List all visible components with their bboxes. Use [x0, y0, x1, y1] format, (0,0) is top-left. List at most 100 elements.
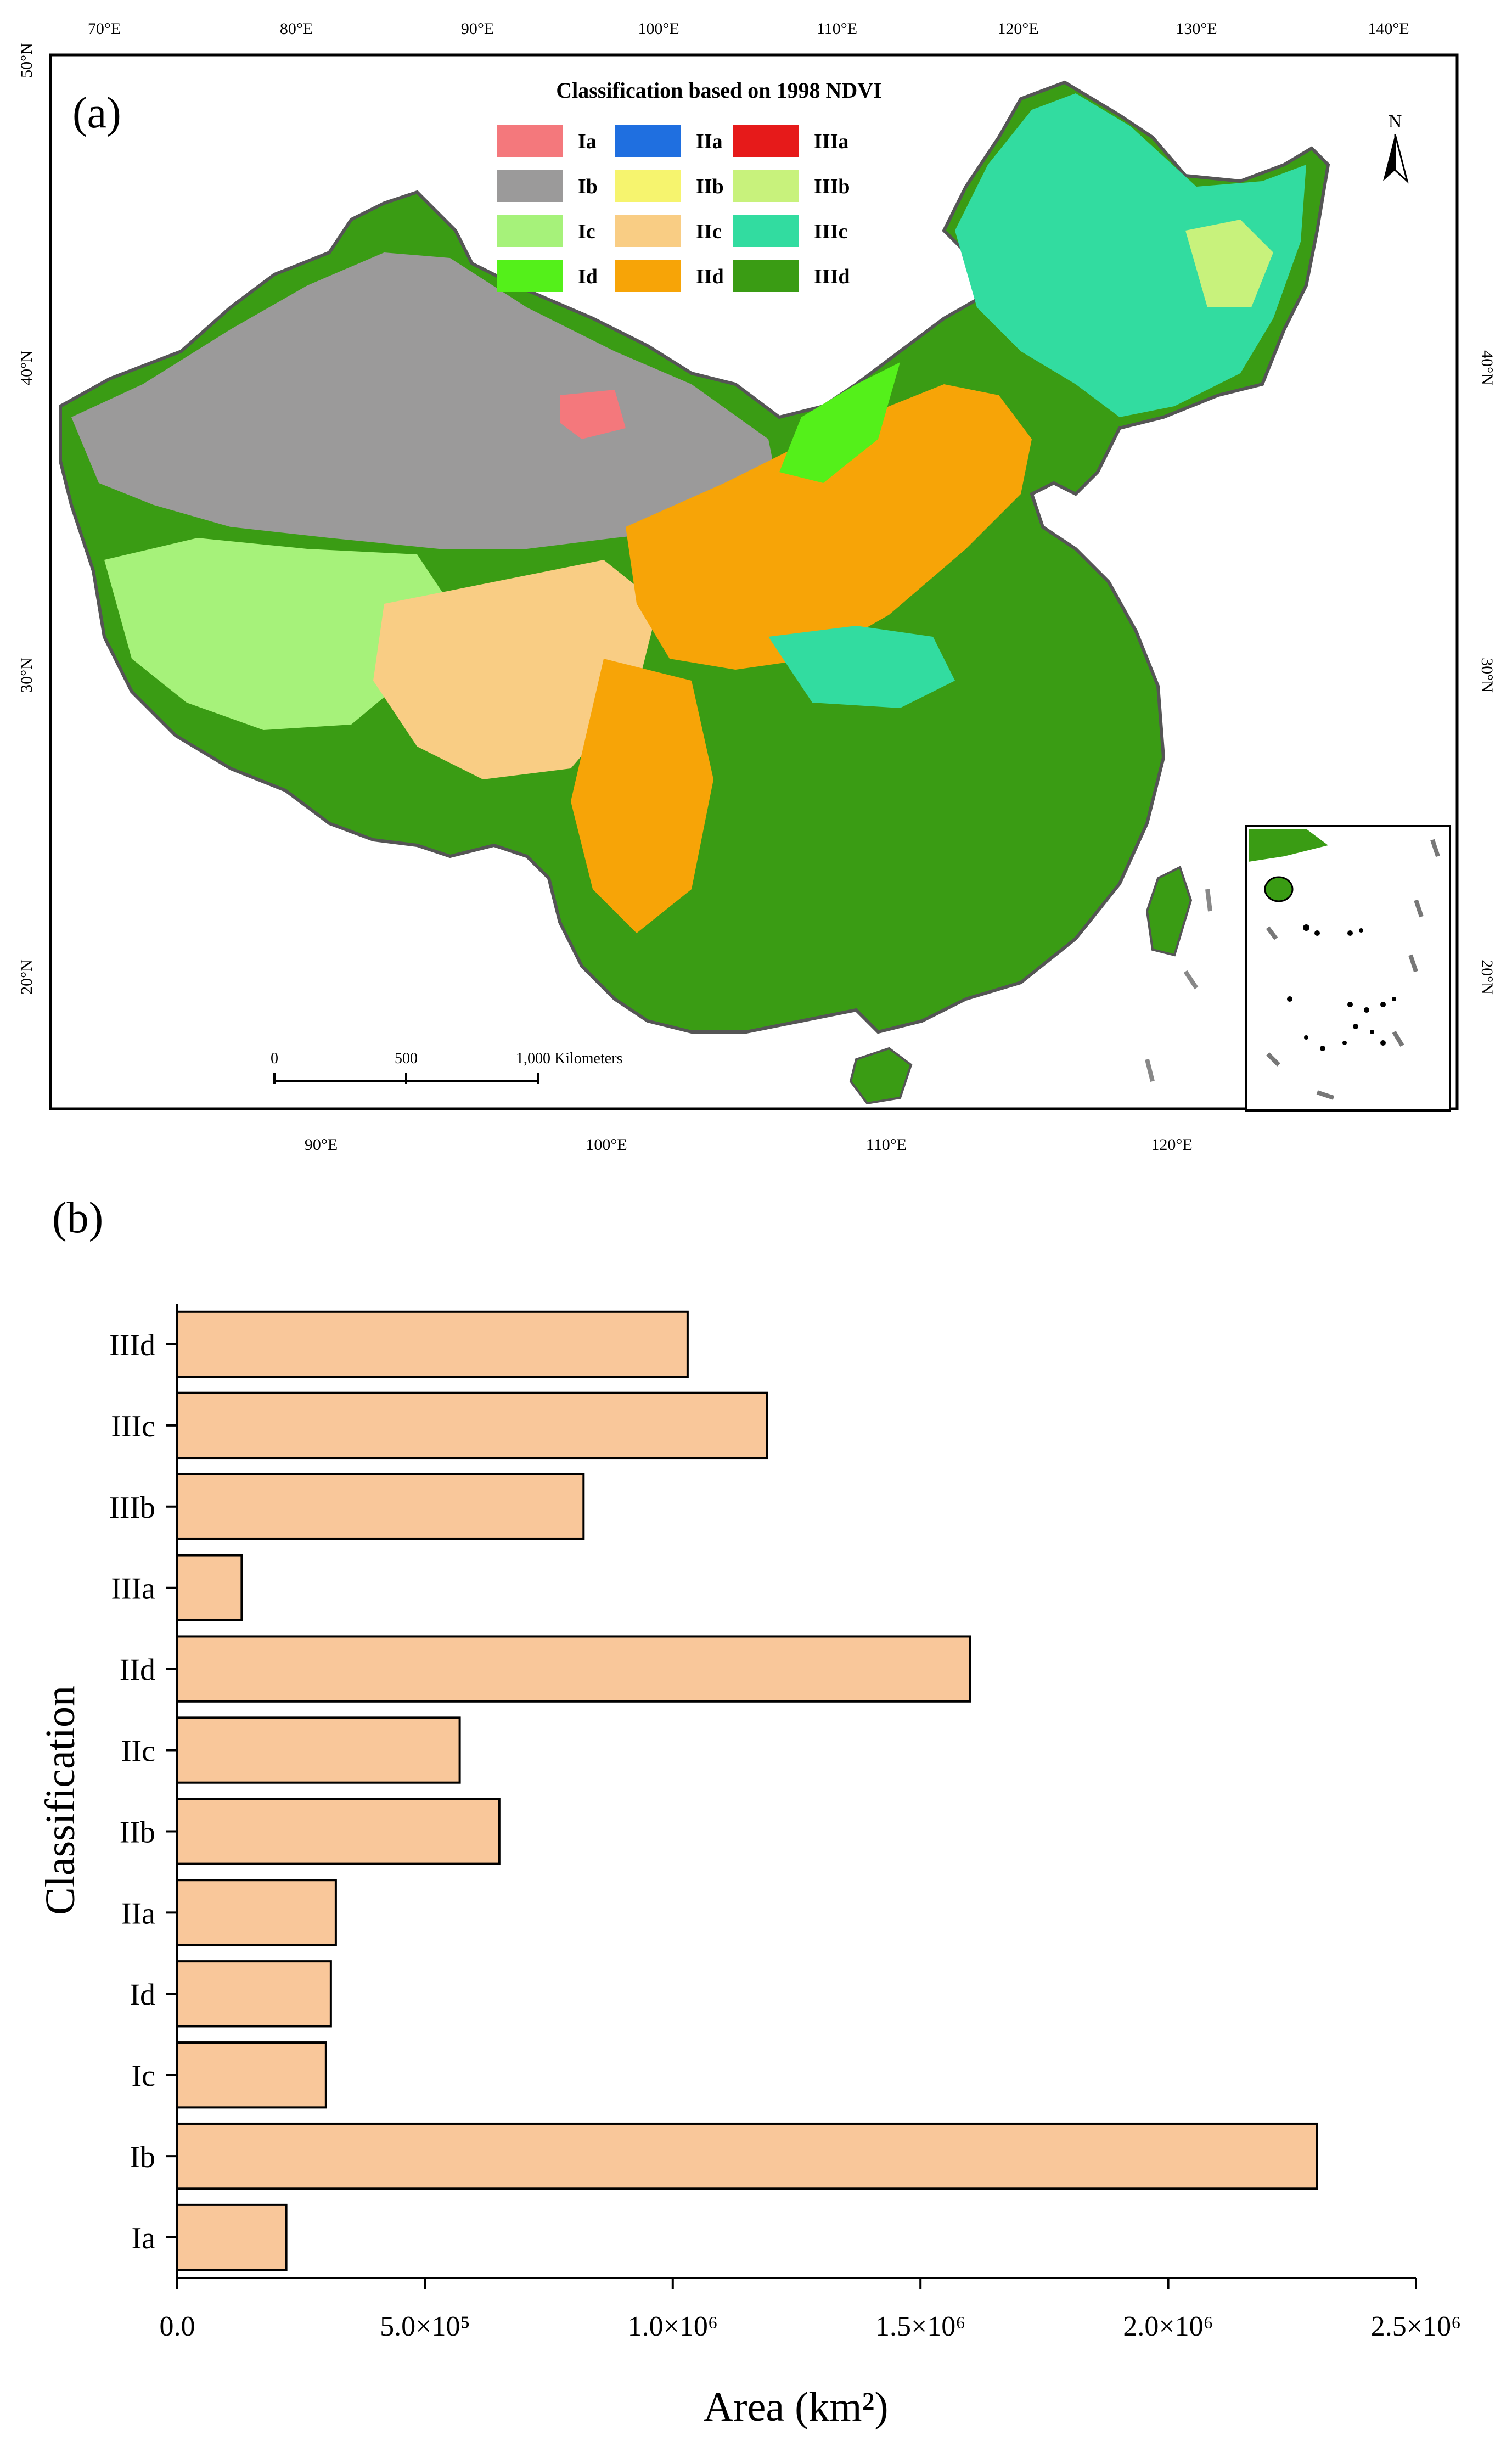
scale-label-0: 0 — [271, 1050, 278, 1067]
legend-swatch-iiib — [733, 170, 799, 202]
legend-title: Classification based on 1998 NDVI — [556, 78, 881, 103]
top-tick-140e: 140°E — [1368, 20, 1409, 38]
top-tick-90e: 90°E — [461, 20, 494, 38]
legend-label-iia: IIa — [696, 130, 723, 153]
legend-label-iiia: IIIa — [814, 130, 848, 153]
right-tick-40n: 40°N — [1478, 350, 1496, 385]
legend-label-iiid: IIId — [814, 265, 850, 288]
panel-b-bar-chart: (b) Ia Ib Ic Id IIa IIb IIc IId IIIa IIIb IIIc IIId… — [37, 1194, 1461, 2430]
top-tick-70e: 70°E — [88, 20, 121, 38]
left-tick-50n: 50°N — [18, 43, 36, 78]
zone-ic — [104, 538, 450, 730]
legend-label-iic: IIc — [696, 220, 721, 243]
legend: Ia IIa IIIa Ib IIb IIIb Ic IIc IIIc Id IId IIId — [497, 125, 850, 292]
y-tick-label-ia: Ia — [131, 2221, 155, 2255]
left-tick-40n: 40°N — [18, 350, 36, 385]
bar-iiid — [176, 1310, 689, 1378]
scale-label-1000: 1,000 Kilometers — [516, 1050, 622, 1067]
x-tick-label: 2.5×10⁶ — [1371, 2311, 1461, 2342]
y-tick-label-iiia: IIIa — [111, 1572, 155, 1606]
top-tick-110e: 110°E — [817, 20, 857, 38]
panel-a-label: (a) — [72, 89, 121, 137]
bottom-tick-110e: 110°E — [866, 1136, 907, 1154]
left-tick-30n: 30°N — [18, 658, 36, 693]
bottom-tick-120e: 120°E — [1151, 1136, 1192, 1154]
inset-frame — [1245, 825, 1451, 1112]
bar-iiic — [176, 1391, 768, 1460]
inset-coast — [1249, 829, 1328, 862]
zone-ib — [71, 252, 779, 549]
bar-ia — [176, 2203, 288, 2271]
top-tick-100e: 100°E — [638, 20, 679, 38]
y-tick-label-iia: IIa — [121, 1896, 155, 1930]
inset-hainan — [1264, 876, 1294, 902]
top-tick-130e: 130°E — [1176, 20, 1217, 38]
bar-ib — [176, 2122, 1318, 2190]
legend-label-id: Id — [578, 265, 598, 288]
bar-iiib — [176, 1473, 585, 1540]
zone-ia — [560, 390, 626, 439]
south-china-sea-inset — [1245, 825, 1451, 1112]
legend-swatch-ib — [497, 170, 563, 202]
bar-iiia — [176, 1554, 243, 1621]
x-tick-label: 0.0 — [160, 2311, 195, 2342]
scale-bar: 0 500 1,000 Kilometers — [271, 1050, 622, 1084]
y-tick-label-iic: IIc — [121, 1735, 155, 1769]
y-tick-label-ib: Ib — [130, 2140, 155, 2174]
right-tick-20n: 20°N — [1478, 959, 1496, 995]
y-tick-label-iid: IId — [120, 1653, 155, 1687]
legend-label-iiic: IIIc — [814, 220, 847, 243]
map-coordinate-labels: 70°E 80°E 90°E 100°E 110°E 120°E 130°E 1… — [18, 20, 1496, 1154]
y-axis-title: Classification — [37, 1686, 83, 1915]
north-label: N — [1389, 111, 1402, 132]
taiwan-island — [1145, 866, 1193, 957]
bar-iid — [176, 1635, 971, 1703]
panel-a-map: Classification based on 1998 NDVI Ia IIa I… — [18, 20, 1496, 1154]
hainan-island — [849, 1047, 913, 1105]
bar-ic — [176, 2041, 327, 2109]
legend-swatch-iia — [615, 125, 681, 157]
legend-swatch-iiic — [733, 215, 799, 247]
zone-iid-south — [571, 659, 713, 933]
x-tick-label: 5.0×10⁵ — [380, 2311, 470, 2342]
zone-id — [779, 362, 900, 483]
north-arrow-icon — [1383, 134, 1409, 184]
bar-iia — [176, 1879, 337, 1946]
legend-label-ib: Ib — [578, 175, 598, 198]
legend-swatch-iic — [615, 215, 681, 247]
legend-swatch-iiia — [733, 125, 799, 157]
legend-label-ia: Ia — [578, 130, 597, 153]
y-tick-label-iiid: IIId — [109, 1328, 155, 1362]
x-tick-label: 2.0×10⁶ — [1123, 2311, 1213, 2342]
left-tick-20n: 20°N — [18, 959, 36, 995]
scale-label-500: 500 — [395, 1050, 418, 1067]
legend-swatch-iiid — [733, 260, 799, 292]
zone-iic — [373, 560, 659, 779]
y-axis-ticks: Ia Ib Ic Id IIa IIb IIc IId IIIa IIIb IIIc IIId — [109, 1328, 177, 2255]
y-tick-label-iiic: IIIc — [111, 1410, 155, 1444]
y-tick-label-iiib: IIIb — [109, 1491, 155, 1525]
right-tick-30n: 30°N — [1478, 658, 1496, 693]
legend-swatch-iib — [615, 170, 681, 202]
inset-islands — [1287, 924, 1396, 1051]
bar-iic — [176, 1716, 461, 1784]
y-tick-label-ic: Ic — [131, 2059, 155, 2093]
zone-iiib — [1185, 220, 1273, 307]
zone-iid — [626, 384, 1032, 670]
inset-dash-line — [1266, 839, 1440, 1100]
y-tick-label-iib: IIb — [120, 1815, 155, 1849]
x-axis-title: Area (km²) — [703, 2384, 888, 2430]
panel-b-label: (b) — [52, 1194, 103, 1242]
dash-line-markers — [1145, 889, 1212, 1082]
x-tick-label: 1.5×10⁶ — [875, 2311, 965, 2342]
bar-iib — [176, 1798, 501, 1865]
bottom-tick-100e: 100°E — [586, 1136, 627, 1154]
bars — [176, 1310, 1318, 2271]
legend-swatch-ic — [497, 215, 563, 247]
bar-id — [176, 1960, 332, 2028]
legend-label-iid: IId — [696, 265, 724, 288]
legend-swatch-ia — [497, 125, 563, 157]
zone-iiic — [955, 93, 1306, 417]
legend-swatch-id — [497, 260, 563, 292]
